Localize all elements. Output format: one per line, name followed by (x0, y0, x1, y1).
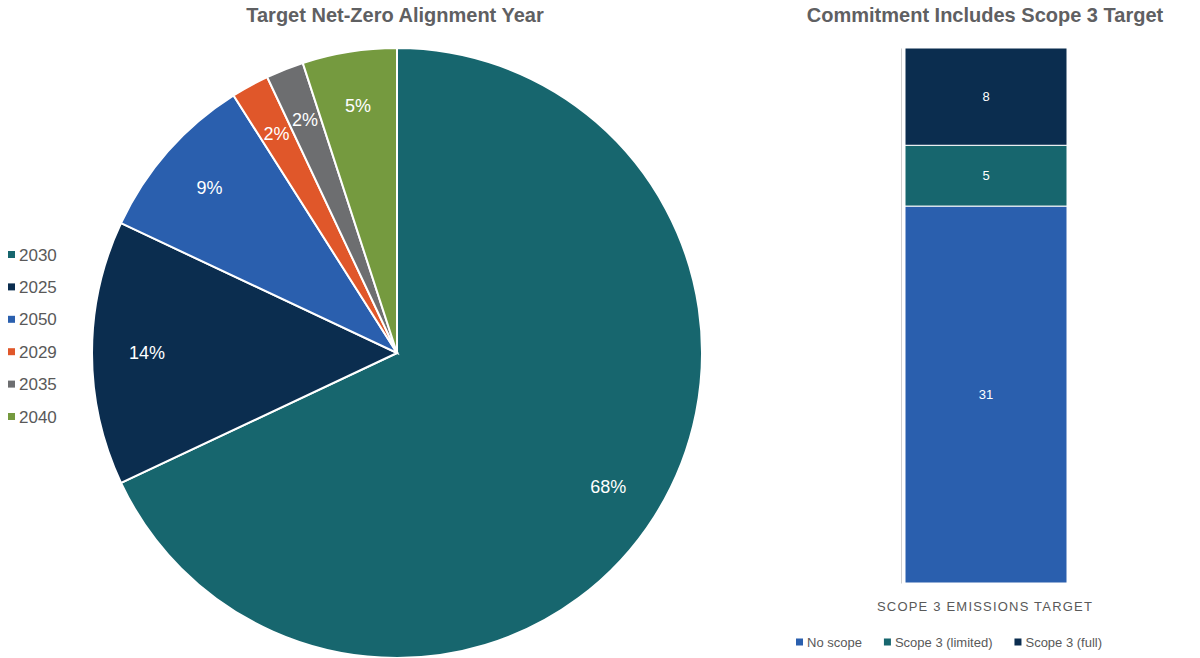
legend-item: No scope (796, 635, 862, 650)
legend-label: 2025 (19, 278, 57, 297)
legend-swatch (1014, 639, 1021, 646)
data-label: 5% (345, 96, 371, 116)
legend-label: No scope (807, 635, 862, 650)
legend-item: 2040 (8, 408, 57, 427)
data-label: 68% (590, 477, 626, 497)
bar-segment (905, 48, 1067, 145)
data-label: 14% (129, 343, 165, 363)
legend-swatch (8, 413, 15, 420)
legend-swatch (796, 639, 803, 646)
data-label: 31 (979, 387, 993, 402)
bar-segment (905, 206, 1067, 583)
legend-swatch (8, 283, 15, 290)
legend-label: 2050 (19, 310, 57, 329)
legend-label: 2029 (19, 343, 57, 362)
legend-label: 2035 (19, 375, 57, 394)
bar-segment (905, 145, 1067, 206)
chart-title: Target Net-Zero Alignment Year (246, 4, 544, 26)
legend-label: Scope 3 (limited) (895, 635, 993, 650)
data-label: 5 (982, 168, 989, 183)
legend-swatch (8, 348, 15, 355)
legend-swatch (884, 639, 891, 646)
x-axis-title: SCOPE 3 EMISSIONS TARGET (877, 599, 1093, 614)
legend-swatch (8, 381, 15, 388)
legend-item: 2025 (8, 278, 57, 297)
axis-line (906, 583, 1068, 584)
data-labels: 68% 14% 9% 2%2% 5% (129, 96, 626, 497)
pie-slice (303, 48, 397, 353)
legend: 2030 2025 2050 2029 2035 2040 (8, 246, 57, 427)
canvas: Target Net-Zero Alignment Year 68% 14% 9% 2%… (0, 0, 1200, 658)
y-axis (901, 49, 902, 584)
data-labels: 31 5 8 (979, 89, 993, 402)
legend-item: 2029 (8, 343, 57, 362)
legend-label: 2030 (19, 246, 57, 265)
chart-title: Commitment Includes Scope 3 Target (807, 4, 1164, 26)
plot-area (905, 48, 1067, 583)
legend-label: Scope 3 (full) (1025, 635, 1102, 650)
data-label: 2% (292, 110, 318, 130)
data-label: 8 (982, 89, 989, 104)
legend-item: Scope 3 (limited) (884, 635, 993, 650)
data-label: 2% (264, 124, 290, 144)
legend-item: Scope 3 (full) (1014, 635, 1102, 650)
legend: No scope Scope 3 (limited) Scope 3 (full) (796, 635, 1102, 650)
data-label: 9% (196, 178, 222, 198)
legend-item: 2050 (8, 310, 57, 329)
legend-label: 2040 (19, 408, 57, 427)
legend-item: 2035 (8, 375, 57, 394)
legend-swatch (8, 316, 15, 323)
axis-line (901, 49, 902, 584)
legend-item: 2030 (8, 246, 57, 265)
x-axis (906, 583, 1068, 585)
legend-swatch (8, 251, 15, 258)
pie (92, 48, 702, 658)
